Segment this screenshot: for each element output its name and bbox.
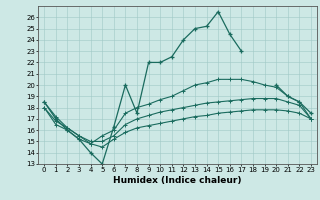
X-axis label: Humidex (Indice chaleur): Humidex (Indice chaleur) xyxy=(113,176,242,185)
